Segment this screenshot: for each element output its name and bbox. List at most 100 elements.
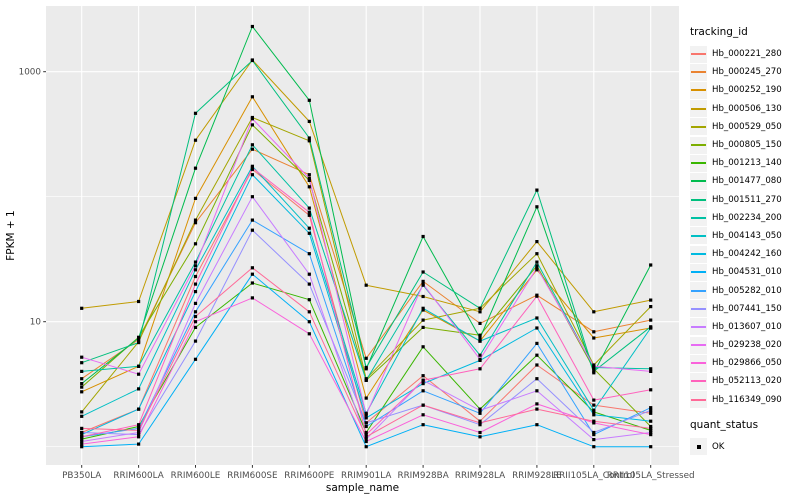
data-point	[193, 310, 198, 314]
legend-line-key-icon	[690, 245, 707, 263]
legend-item-label: Hb_001477_080	[712, 176, 782, 187]
data-point	[421, 308, 425, 312]
data-point	[80, 426, 84, 430]
data-point	[137, 426, 141, 430]
data-point	[250, 218, 254, 222]
legend-item: Hb_000506_130	[690, 100, 798, 118]
data-point	[307, 119, 311, 123]
data-point	[307, 226, 311, 230]
data-point	[535, 402, 539, 406]
data-point	[80, 439, 84, 444]
data-point	[421, 413, 425, 417]
data-point	[364, 433, 368, 437]
data-point	[80, 410, 84, 414]
data-point	[193, 268, 198, 272]
legend-line-key-icon	[690, 354, 707, 372]
data-point	[364, 413, 368, 417]
data-point	[592, 398, 596, 402]
y-tick-label: 10	[30, 318, 42, 328]
legend-item-label: Hb_004143_050	[712, 230, 782, 241]
data-point	[421, 279, 425, 283]
data-point	[649, 406, 653, 410]
data-point	[307, 310, 311, 314]
data-point	[193, 264, 198, 268]
data-point	[535, 326, 539, 330]
data-point	[478, 306, 482, 310]
legend-item: Hb_000221_280	[690, 45, 798, 63]
data-point	[592, 369, 596, 373]
data-point	[592, 330, 596, 334]
legend-line-key-icon	[690, 227, 707, 245]
legend-item-label: Hb_000221_280	[712, 49, 782, 60]
legend-line-key-icon	[690, 172, 707, 190]
x-tick-label: RRIM901LA	[341, 471, 391, 481]
data-point	[649, 408, 653, 412]
data-point	[307, 282, 311, 286]
data-point	[592, 419, 596, 423]
legend-item-label: Hb_052113_020	[712, 376, 782, 387]
data-point	[535, 294, 539, 298]
legend-line-key-icon	[690, 136, 707, 154]
data-point	[535, 363, 539, 367]
data-point	[478, 339, 482, 343]
data-point	[535, 316, 539, 320]
data-point	[649, 298, 653, 302]
data-point	[535, 407, 539, 411]
x-tick-label: RRIM928LA	[455, 471, 505, 481]
data-point	[421, 389, 425, 393]
data-point	[193, 196, 198, 200]
data-point	[478, 333, 482, 337]
data-point	[364, 437, 368, 441]
data-point	[80, 355, 84, 359]
legend-item: Hb_004242_160	[690, 245, 798, 263]
data-point	[649, 326, 653, 330]
data-point	[535, 240, 539, 244]
data-point	[649, 426, 653, 430]
data-point	[364, 356, 368, 360]
legend-line-key-icon	[690, 63, 707, 81]
legend-line-key-icon	[690, 336, 707, 354]
legend-item: Hb_001477_080	[690, 172, 798, 190]
data-point	[478, 430, 482, 435]
legend-line-key-icon	[690, 191, 707, 209]
legend-item: Hb_000805_150	[690, 136, 798, 154]
data-point	[649, 428, 653, 432]
data-point	[649, 388, 653, 392]
data-point	[649, 367, 653, 371]
data-point	[137, 435, 141, 439]
x-tick-label: RRIM600LE	[171, 471, 221, 481]
data-point	[80, 369, 84, 373]
data-point	[307, 210, 311, 214]
data-point	[649, 411, 653, 415]
data-point	[250, 228, 254, 232]
data-point	[193, 166, 198, 170]
legend-line-key-icon	[690, 282, 707, 300]
legend-line-key-icon	[690, 318, 707, 336]
legend-item: Hb_007441_150	[690, 300, 798, 318]
data-point	[649, 445, 653, 449]
data-point	[193, 138, 198, 142]
data-point	[250, 173, 254, 177]
legend-item-label: Hb_004531_010	[712, 267, 782, 278]
data-point	[250, 123, 254, 127]
data-point	[535, 389, 539, 393]
data-point	[592, 336, 596, 340]
data-point	[478, 367, 482, 371]
data-point	[535, 264, 539, 268]
data-point	[592, 445, 596, 449]
legend-line-key-icon	[690, 209, 707, 227]
data-point	[592, 438, 596, 442]
data-point	[193, 320, 198, 324]
data-point	[649, 419, 653, 423]
legend-item-label: Hb_005282_010	[712, 285, 782, 296]
legend-item-label: Hb_029866_050	[712, 358, 782, 369]
data-point	[649, 369, 653, 373]
data-point	[80, 382, 84, 386]
legend-item: Hb_005282_010	[690, 281, 798, 300]
data-point	[193, 290, 198, 294]
legend-line-key-icon	[690, 100, 707, 118]
data-point	[421, 423, 425, 427]
legend-item-label: Hb_029238_020	[712, 340, 782, 351]
data-point	[478, 321, 482, 325]
data-point	[80, 435, 84, 439]
